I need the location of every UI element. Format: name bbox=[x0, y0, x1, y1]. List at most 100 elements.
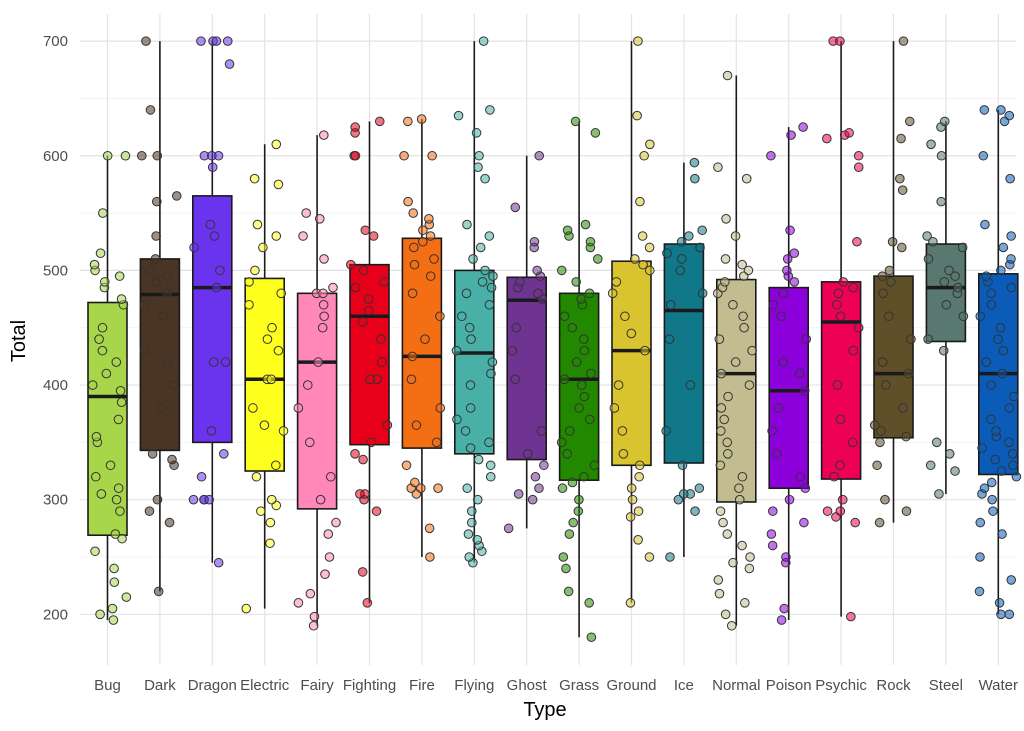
point-ground bbox=[620, 311, 630, 322]
point-ice bbox=[661, 426, 671, 436]
point-steel bbox=[944, 265, 954, 276]
point-rock bbox=[896, 242, 907, 253]
point-steel bbox=[938, 345, 949, 356]
point-bug bbox=[108, 615, 119, 625]
point-normal bbox=[719, 414, 729, 425]
point-grass bbox=[562, 225, 573, 236]
x-tick-label-psychic: Psychic bbox=[815, 677, 867, 694]
point-psychic bbox=[829, 471, 839, 482]
point-ghost bbox=[515, 277, 525, 287]
point-normal bbox=[737, 540, 747, 551]
point-bug bbox=[95, 248, 106, 259]
point-bug bbox=[99, 277, 110, 287]
point-bug bbox=[96, 489, 107, 499]
point-ghost bbox=[522, 449, 533, 459]
point-ground bbox=[644, 265, 655, 276]
point-flying bbox=[464, 322, 475, 333]
point-electric bbox=[271, 460, 281, 471]
point-ground bbox=[633, 36, 643, 46]
point-ice bbox=[676, 236, 687, 247]
point-electric bbox=[278, 426, 289, 436]
point-water bbox=[1006, 575, 1017, 585]
point-fighting bbox=[360, 225, 371, 236]
point-fighting bbox=[350, 150, 361, 161]
point-ground bbox=[617, 426, 628, 436]
point-poison bbox=[782, 254, 793, 264]
point-fire bbox=[427, 150, 437, 161]
point-fairy bbox=[309, 611, 320, 622]
point-flying bbox=[463, 529, 474, 539]
point-steel bbox=[958, 311, 969, 322]
box-rock bbox=[873, 275, 914, 439]
point-electric bbox=[250, 265, 260, 276]
point-psychic bbox=[853, 162, 864, 173]
point-rock bbox=[884, 311, 894, 322]
point-electric bbox=[266, 494, 277, 505]
point-flying bbox=[451, 345, 462, 356]
point-ghost bbox=[532, 265, 542, 276]
point-grass bbox=[571, 277, 581, 287]
point-flying bbox=[452, 414, 462, 425]
point-water bbox=[993, 334, 1003, 344]
point-water bbox=[996, 105, 1006, 115]
point-fairy bbox=[315, 494, 326, 505]
point-steel bbox=[936, 196, 947, 207]
point-fire bbox=[406, 374, 417, 385]
point-fairy bbox=[320, 569, 330, 579]
point-fighting bbox=[358, 454, 368, 465]
point-normal bbox=[715, 426, 726, 436]
point-fighting bbox=[350, 122, 360, 132]
point-normal bbox=[714, 334, 725, 344]
point-ghost bbox=[511, 322, 522, 333]
point-normal bbox=[716, 403, 727, 413]
point-poison bbox=[799, 385, 810, 396]
point-ice bbox=[676, 254, 687, 264]
point-bug bbox=[89, 259, 100, 270]
point-flying bbox=[484, 299, 495, 310]
point-poison bbox=[772, 449, 782, 459]
box-ground bbox=[611, 260, 652, 467]
point-normal bbox=[722, 70, 733, 81]
point-ice bbox=[664, 334, 675, 344]
x-tick-label-water: Water bbox=[979, 677, 1018, 694]
point-fire bbox=[435, 403, 446, 413]
point-flying bbox=[485, 460, 496, 471]
point-fire bbox=[424, 523, 435, 534]
point-water bbox=[975, 311, 986, 322]
point-ground bbox=[607, 288, 618, 299]
point-ground bbox=[625, 512, 636, 522]
point-ghost bbox=[503, 523, 514, 534]
point-ground bbox=[644, 242, 655, 253]
point-rock bbox=[901, 506, 912, 516]
point-fairy bbox=[317, 322, 328, 333]
x-tick-label-ghost: Ghost bbox=[507, 677, 548, 694]
point-bug bbox=[117, 533, 127, 544]
point-ice bbox=[665, 552, 675, 562]
point-steel bbox=[939, 277, 950, 287]
point-electric bbox=[258, 242, 268, 253]
point-dragon bbox=[219, 449, 229, 459]
point-flying bbox=[465, 443, 476, 453]
point-steel bbox=[944, 449, 955, 459]
point-dark bbox=[145, 105, 156, 115]
point-grass bbox=[574, 403, 584, 413]
point-dragon bbox=[188, 494, 199, 505]
point-electric bbox=[265, 538, 275, 549]
box-fire bbox=[401, 237, 443, 449]
point-normal bbox=[726, 620, 737, 631]
point-bug bbox=[110, 529, 121, 539]
point-rock bbox=[884, 265, 895, 276]
y-tick-labels: 200 300 400 500 600 700 bbox=[43, 33, 68, 623]
point-fairy bbox=[323, 529, 334, 539]
point-fighting bbox=[371, 506, 382, 516]
point-steel bbox=[934, 489, 944, 499]
point-rock bbox=[904, 116, 915, 127]
point-psychic bbox=[848, 345, 859, 356]
point-poison bbox=[801, 334, 812, 344]
point-rock bbox=[880, 494, 890, 505]
point-rock bbox=[886, 277, 896, 287]
point-bug bbox=[91, 471, 101, 482]
point-ground bbox=[633, 506, 644, 516]
point-poison bbox=[782, 265, 792, 276]
point-poison bbox=[766, 529, 777, 539]
